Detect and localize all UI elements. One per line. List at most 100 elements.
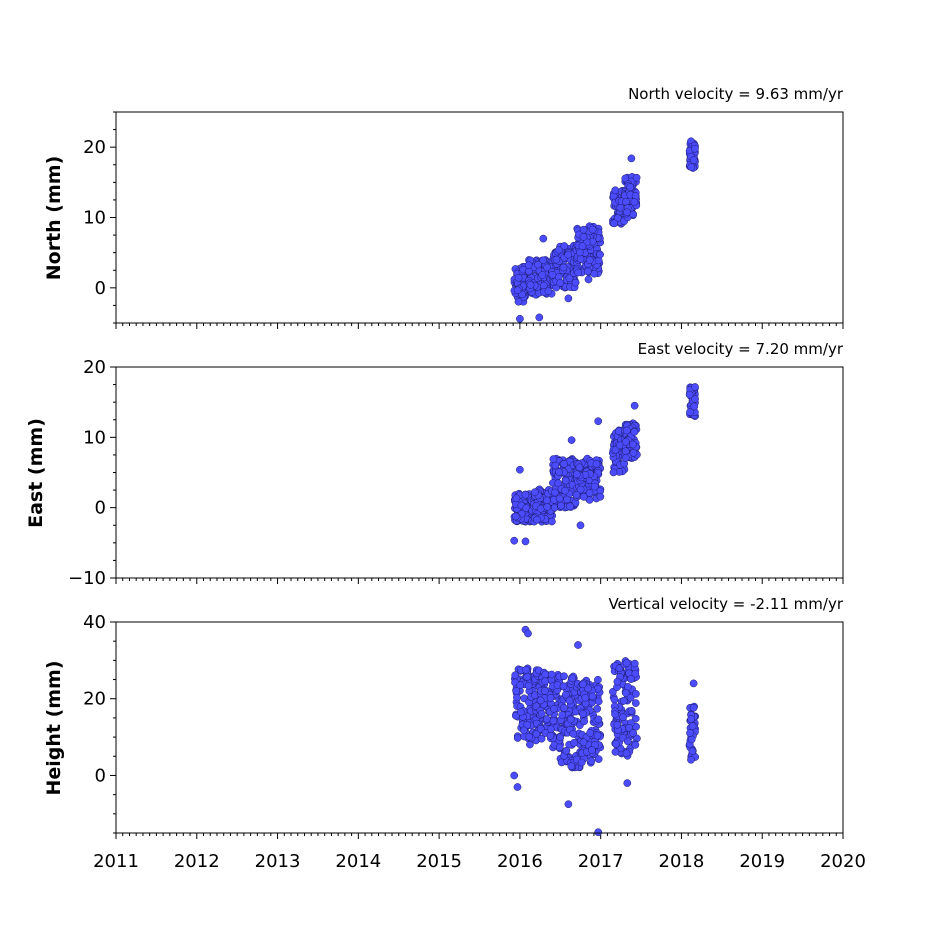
north-velocity-title: North velocity = 9.63 mm/yr [628,85,844,103]
height-data-point [566,715,575,724]
north-data-point [555,245,563,254]
height-data-point [594,697,603,706]
east-data-point [536,504,545,513]
north-axes-frame [115,111,844,324]
east-data-point [691,383,699,391]
east-data-point [609,468,618,477]
east-data-point [566,502,574,511]
height-panel: Vertical velocity = -2.11 mm/yr Height (… [43,595,866,872]
north-data-point [578,242,587,250]
height-ytick-label: 0 [95,765,106,786]
height-data-point [513,693,521,702]
east-data-point [548,517,556,526]
height-data-point [689,679,698,688]
north-data-point [588,225,597,234]
north-data-point [565,274,574,283]
height-ytick-label: 40 [83,612,106,633]
height-data-point [579,709,587,718]
north-data-point [574,268,583,277]
height-data-point [550,704,558,713]
east-ytick-label: 0 [95,498,106,519]
east-data-point [594,417,603,426]
north-data-point [543,263,551,272]
height-data-point [512,687,521,695]
north-data-point [514,273,523,282]
height-data-point [577,758,586,767]
height-data-point [559,682,568,691]
height-data-point [565,696,574,705]
height-data-point [532,730,541,738]
height-data-point [511,671,520,680]
east-data-point [576,521,585,530]
east-data-point [572,491,581,499]
east-data-point [561,486,569,495]
north-points [510,137,699,323]
north-data-point [560,242,569,250]
height-data-point [524,681,533,690]
north-data-point [627,154,636,163]
height-data-point [524,629,532,638]
north-data-point [534,260,542,269]
height-ylabel: Height (mm) [43,660,65,795]
east-data-point [543,496,551,505]
height-data-point [546,731,555,740]
height-data-point [632,690,640,698]
height-data-point [574,641,582,649]
height-data-point [580,717,589,726]
height-axes-frame [115,621,844,834]
east-data-point [557,501,565,510]
east-data-point [590,482,599,491]
north-data-point [556,278,565,287]
east-axes-frame [115,366,844,579]
east-data-point [512,494,521,503]
height-data-point [510,771,519,780]
east-data-point [530,488,539,497]
height-data-point [594,755,603,763]
height-data-point [546,694,555,702]
height-data-point [513,783,522,791]
height-data-point [541,677,550,686]
height-data-point [579,680,587,689]
east-data-point [596,492,605,501]
height-data-point [630,659,639,668]
height-ytick-label: 20 [83,689,106,710]
height-data-point [520,726,528,735]
xtick-label-2014: 2014 [335,851,381,872]
height-data-point [612,740,620,748]
east-data-point [691,395,699,403]
east-data-point [629,448,638,457]
height-data-point [626,693,635,702]
east-ticks: −10 0 10 20 [68,357,844,589]
height-data-point [631,714,640,723]
height-data-point [579,738,588,747]
east-data-point [549,455,558,463]
xtick-label-2015: 2015 [416,851,462,872]
north-data-point [583,267,592,276]
east-data-point [585,489,594,497]
north-data-point [564,294,573,303]
height-data-point [558,711,567,719]
height-data-point [513,734,522,742]
height-data-point [622,749,631,758]
height-data-point [687,755,695,764]
east-panel: East velocity = 7.20 mm/yr East (mm) −10… [25,340,844,589]
height-data-point [547,670,556,679]
height-data-point [631,669,640,678]
height-data-point [621,689,630,697]
east-data-point [560,460,568,468]
height-data-point [516,681,525,690]
height-data-point [631,699,640,707]
north-ytick-label: 20 [83,137,106,158]
vertical-velocity-title: Vertical velocity = -2.11 mm/yr [608,595,843,613]
east-data-point [629,440,637,449]
height-data-point [611,710,619,719]
north-data-point [559,263,568,272]
east-data-point [575,463,584,472]
east-velocity-title: East velocity = 7.20 mm/yr [638,340,844,358]
height-data-point [525,732,534,741]
east-data-point [690,402,699,411]
height-data-point [627,675,635,683]
height-data-point [586,729,594,737]
height-data-point [540,687,549,695]
